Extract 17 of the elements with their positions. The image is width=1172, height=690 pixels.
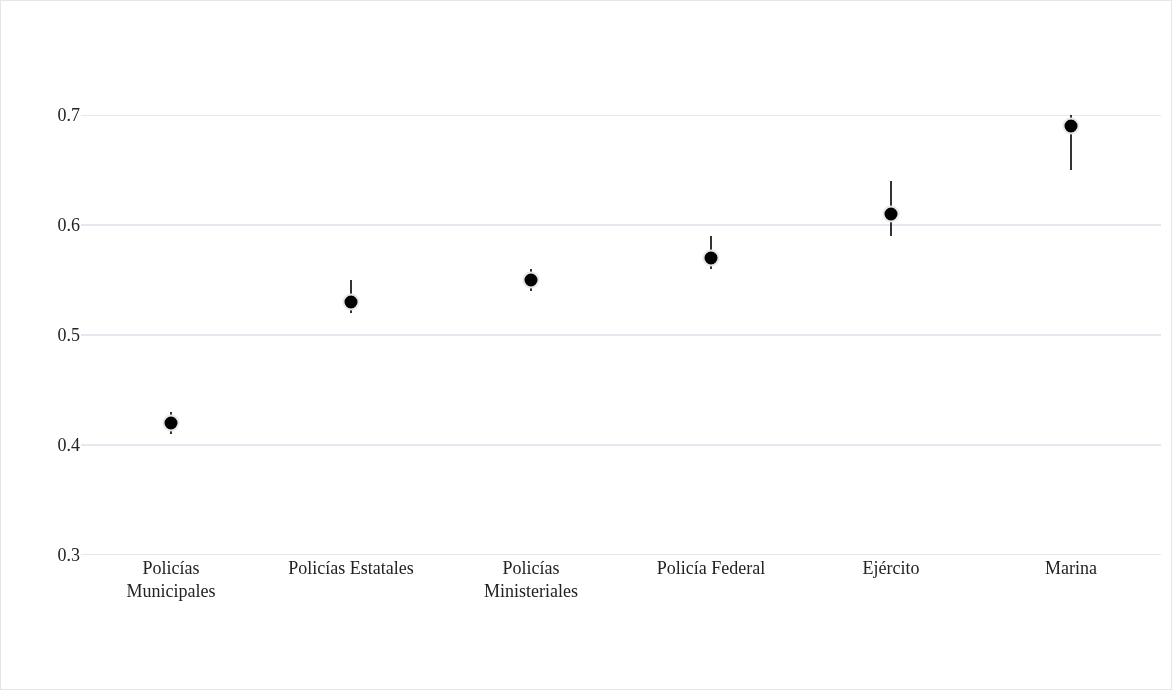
- y-tick-label: 0.6: [57, 215, 80, 236]
- point: [522, 271, 540, 289]
- y-tick-label: 0.3: [57, 545, 80, 566]
- point: [342, 293, 360, 311]
- y-tick-label: 0.4: [57, 435, 80, 456]
- point: [882, 205, 900, 223]
- x-tick-label: Ejército: [862, 558, 920, 578]
- x-tick-label: Policía Federal: [656, 558, 766, 578]
- y-tick-label: 0.5: [57, 325, 80, 346]
- y-tick-label: 0.7: [57, 105, 80, 126]
- point: [1062, 117, 1080, 135]
- x-tick-label: Marina: [1045, 558, 1097, 578]
- x-tick-label: Policías Municipales: [126, 558, 216, 602]
- point: [162, 414, 180, 432]
- x-tick-label: Policías Estatales: [288, 558, 414, 578]
- x-tick-label: Policías Ministeriales: [484, 558, 578, 602]
- point: [702, 249, 720, 267]
